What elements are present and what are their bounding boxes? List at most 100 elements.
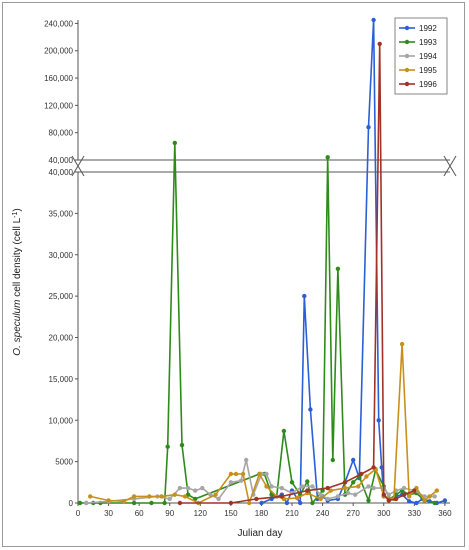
data-point-1994 [177, 485, 183, 491]
legend-item-1993: 1993 [399, 38, 437, 47]
data-point-1995 [131, 494, 137, 499]
data-point-1994 [325, 496, 330, 502]
data-point-1993 [131, 500, 137, 506]
y-lower-tick-label: 10,000 [49, 416, 74, 425]
series-1996 [177, 41, 417, 506]
data-point-1995 [233, 471, 239, 477]
data-point-1995 [364, 474, 369, 479]
data-point-1996 [386, 498, 391, 503]
series-layer [77, 17, 448, 506]
data-point-1996 [254, 496, 259, 502]
x-axis-title: Julian day [237, 528, 282, 539]
data-point-1994 [216, 496, 221, 502]
data-point-1992 [371, 17, 376, 23]
data-point-1992 [351, 457, 356, 463]
legend-swatch-marker [404, 81, 410, 87]
y-lower-tick-label: 15,000 [49, 375, 74, 384]
data-point-1994 [264, 471, 269, 477]
data-point-1993 [351, 480, 356, 485]
data-point-1995 [342, 485, 348, 491]
axis-break-mark-right [443, 155, 457, 177]
data-point-1993 [179, 442, 185, 448]
data-point-1993 [172, 140, 177, 146]
data-point-1993 [165, 444, 170, 449]
data-point-1993 [269, 492, 274, 497]
legend-item-1996: 1996 [399, 80, 437, 89]
data-point-1995 [247, 500, 252, 506]
x-tick-label: 150 [224, 509, 238, 518]
data-point-1993 [432, 500, 437, 506]
y-upper-tick-label: 40,000 [49, 156, 74, 165]
data-point-1995 [427, 494, 432, 499]
data-point-1993 [193, 496, 198, 502]
data-point-1992 [407, 499, 412, 504]
data-point-1993 [281, 428, 287, 434]
data-point-1995 [257, 471, 262, 477]
legend-label: 1992 [419, 24, 437, 33]
data-point-1994 [193, 488, 198, 493]
x-tick-label: 330 [408, 509, 422, 518]
data-point-1995 [240, 471, 246, 477]
y-lower-tick-label: 30,000 [49, 251, 74, 260]
data-point-1996 [279, 494, 284, 499]
x-tick-label: 90 [165, 509, 174, 518]
y-lower-tick-label: 20,000 [49, 334, 74, 343]
data-point-1995 [399, 341, 405, 347]
data-point-1995 [318, 496, 323, 502]
data-point-1994 [335, 494, 341, 499]
data-point-1994 [244, 457, 249, 463]
data-point-1994 [401, 485, 407, 491]
x-tick-label: 210 [285, 509, 299, 518]
legend-item-1994: 1994 [399, 52, 437, 61]
data-point-1994 [366, 484, 371, 489]
data-point-1994 [318, 492, 323, 497]
y-axis-title-species: O. speculum [12, 300, 23, 356]
data-point-1993 [289, 480, 295, 485]
data-point-1992 [284, 500, 290, 506]
data-point-1994 [238, 478, 244, 483]
y-lower-tick-label: 0 [69, 499, 74, 508]
data-point-1995 [121, 499, 127, 504]
data-point-1993 [305, 479, 310, 484]
data-point-1996 [381, 492, 386, 497]
data-point-1996 [359, 471, 364, 477]
x-tick-label: 240 [316, 509, 330, 518]
data-point-1994 [345, 490, 351, 496]
data-point-1992 [259, 500, 264, 506]
data-point-1995 [407, 494, 412, 499]
data-point-1992 [308, 407, 313, 412]
x-tick-label: 60 [135, 509, 144, 518]
legend-item-1995: 1995 [399, 66, 437, 75]
data-point-1994 [353, 492, 358, 497]
data-point-1994 [185, 485, 191, 491]
data-point-1996 [177, 500, 183, 506]
data-point-1996 [401, 492, 407, 497]
x-tick-label: 180 [255, 509, 269, 518]
series-1995 [88, 341, 439, 506]
data-point-1995 [294, 495, 300, 501]
data-point-1995 [434, 488, 439, 493]
data-point-1995 [88, 494, 93, 499]
y-axis-title-exponent: -1 [12, 212, 19, 218]
y-lower-tick-label: 40,000 [49, 168, 74, 177]
series-1994 [84, 457, 437, 506]
x-tick-label: 120 [194, 509, 208, 518]
x-tick-label: 30 [104, 509, 113, 518]
data-point-1992 [442, 498, 448, 503]
x-tick-label: 360 [438, 509, 452, 518]
data-point-1995 [106, 498, 111, 503]
data-point-1993 [310, 500, 315, 506]
x-tick-label: 270 [346, 509, 360, 518]
legend-label: 1995 [419, 66, 437, 75]
data-point-1994 [269, 484, 274, 489]
data-point-1996 [371, 465, 376, 470]
y-upper-tick-label: 240,000 [44, 19, 73, 28]
data-point-1995 [264, 484, 269, 489]
legend-swatch-marker [404, 25, 410, 31]
data-point-1996 [377, 41, 382, 47]
data-point-1996 [228, 500, 234, 506]
x-tick-label: 300 [377, 509, 391, 518]
data-point-1995 [328, 488, 333, 493]
chart-axes: 40,000 80,000 120,000 160,000 200,000 240,000… [44, 19, 457, 518]
